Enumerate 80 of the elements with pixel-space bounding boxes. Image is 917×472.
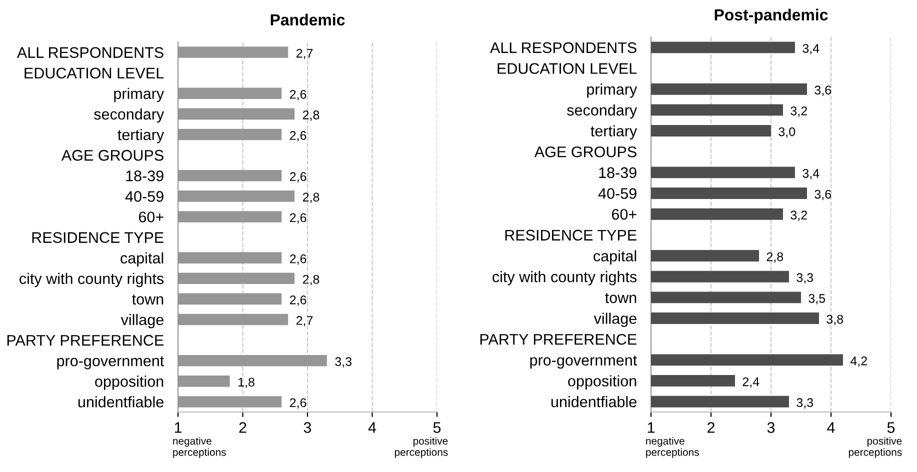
data-label: 2,4 bbox=[742, 377, 760, 388]
data-label: 2,6 bbox=[290, 254, 306, 265]
x-tick-label: 4 bbox=[827, 422, 835, 433]
data-label: 3,3 bbox=[796, 273, 814, 284]
y-tick-label: opposition bbox=[568, 375, 636, 390]
text: negative perceptions bbox=[173, 437, 226, 458]
data-label: 3,6 bbox=[814, 190, 832, 200]
y-tick-label: unidentfiable bbox=[551, 396, 636, 408]
data-label: 3,4 bbox=[802, 44, 820, 54]
chart-title: Pandemic bbox=[270, 14, 345, 26]
text: negative perceptions bbox=[646, 437, 699, 458]
chart-title: Post-pandemic bbox=[714, 8, 828, 24]
y-tick-label: PARTY PREFERENCE bbox=[480, 334, 636, 345]
y-tick-label: capital bbox=[120, 252, 164, 267]
data-label: 2,6 bbox=[290, 90, 306, 100]
y-tick-label: RESIDENCE TYPE bbox=[32, 232, 164, 243]
data-label: 3,3 bbox=[796, 398, 814, 408]
y-tick-label: AGE GROUPS bbox=[534, 146, 636, 158]
y-tick-label: secondary bbox=[94, 108, 164, 123]
y-tick-label: ALL RESPONDENTS bbox=[490, 42, 636, 54]
y-tick-label: village bbox=[594, 312, 636, 327]
data-label: 3,6 bbox=[814, 86, 832, 96]
x-tick-label: 1 bbox=[648, 422, 655, 433]
y-tick-label: town bbox=[605, 293, 636, 304]
y-tick-label: village bbox=[120, 314, 164, 328]
y-tick-label: primary bbox=[114, 88, 164, 102]
y-tick-label: EDUCATION LEVEL bbox=[24, 68, 164, 79]
x-tick-label: 2 bbox=[239, 422, 246, 433]
y-tick-label: city with county rights bbox=[492, 271, 637, 286]
y-tick-label: secondary bbox=[567, 104, 638, 119]
y-tick-label: RESIDENCE TYPE bbox=[505, 230, 636, 241]
data-label: 2,6 bbox=[290, 213, 306, 224]
data-label: 1,8 bbox=[238, 378, 254, 388]
data-label: 2,8 bbox=[302, 192, 320, 204]
data-label: 3,4 bbox=[802, 169, 820, 180]
data-label: 3,0 bbox=[778, 127, 796, 138]
y-tick-label: ALL RESPONDENTS bbox=[16, 47, 164, 58]
data-label: 2,8 bbox=[302, 110, 320, 121]
data-label: 3,8 bbox=[826, 314, 844, 326]
data-label: 4,2 bbox=[850, 356, 867, 367]
y-tick-label: 40-59 bbox=[598, 188, 636, 199]
y-tick-label: 60+ bbox=[138, 212, 164, 222]
x-tick-label: 1 bbox=[174, 422, 182, 433]
y-tick-label: capital bbox=[594, 250, 636, 264]
data-label: 3,3 bbox=[335, 357, 352, 368]
data-label: 2,6 bbox=[290, 398, 306, 409]
y-tick-label: 18-39 bbox=[126, 170, 164, 182]
data-label: 2,6 bbox=[290, 131, 306, 142]
y-tick-label: 40-59 bbox=[125, 191, 164, 202]
y-tick-label: town bbox=[132, 294, 164, 305]
data-label: 3,2 bbox=[790, 106, 807, 117]
data-label: 2,6 bbox=[290, 172, 306, 182]
y-tick-label: tertiary bbox=[590, 125, 638, 140]
x-tick-label: 5 bbox=[433, 422, 441, 433]
x-tick-label: 2 bbox=[708, 422, 714, 433]
y-tick-label: opposition bbox=[95, 376, 164, 390]
y-tick-label: PARTY PREFERENCE bbox=[7, 334, 164, 346]
y-tick-label: 18-39 bbox=[599, 167, 636, 178]
y-tick-label: AGE GROUPS bbox=[61, 150, 164, 161]
x-tick-label: 5 bbox=[887, 422, 895, 433]
x-tick-label: 3 bbox=[304, 422, 312, 433]
y-tick-label: city with county rights bbox=[20, 272, 164, 288]
data-label: 3,2 bbox=[790, 210, 807, 221]
x-tick-label: 3 bbox=[767, 422, 775, 433]
text: positive perceptions bbox=[848, 437, 902, 458]
y-tick-label: pro-government bbox=[57, 356, 164, 370]
data-label: 2,6 bbox=[290, 296, 306, 306]
data-label: 2,7 bbox=[296, 316, 313, 326]
text: positive perceptions bbox=[394, 437, 448, 458]
y-tick-label: primary bbox=[587, 84, 638, 98]
data-label: 2,7 bbox=[296, 48, 313, 60]
data-label: 2,8 bbox=[766, 252, 784, 263]
data-label: 2,8 bbox=[302, 274, 320, 286]
x-tick-label: 4 bbox=[368, 422, 376, 433]
y-tick-label: 60+ bbox=[612, 208, 636, 220]
y-tick-label: tertiary bbox=[118, 128, 164, 144]
y-tick-label: pro-government bbox=[530, 356, 638, 369]
data-label: 3,5 bbox=[808, 294, 826, 304]
y-tick-label: unidentfiable bbox=[78, 396, 164, 408]
y-tick-label: EDUCATION LEVEL bbox=[498, 63, 637, 74]
